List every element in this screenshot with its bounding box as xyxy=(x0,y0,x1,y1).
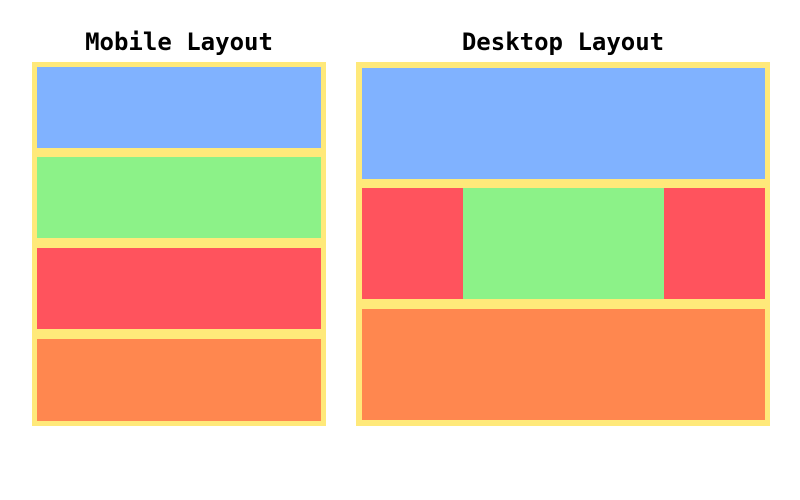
mobile-layout-frame xyxy=(32,62,326,426)
mobile-footer-block xyxy=(37,339,321,421)
mobile-layout-title: Mobile Layout xyxy=(85,28,273,56)
mobile-header-block xyxy=(37,67,321,148)
desktop-layout-frame xyxy=(356,62,770,426)
desktop-layout-title: Desktop Layout xyxy=(461,28,665,56)
desktop-right-sidebar-block xyxy=(664,188,765,299)
mobile-main-block xyxy=(37,157,321,238)
desktop-main-block xyxy=(463,188,664,299)
desktop-footer-block xyxy=(362,309,765,420)
desktop-left-sidebar-block xyxy=(362,188,463,299)
desktop-header-block xyxy=(362,68,765,179)
mobile-sidebar-block xyxy=(37,248,321,329)
